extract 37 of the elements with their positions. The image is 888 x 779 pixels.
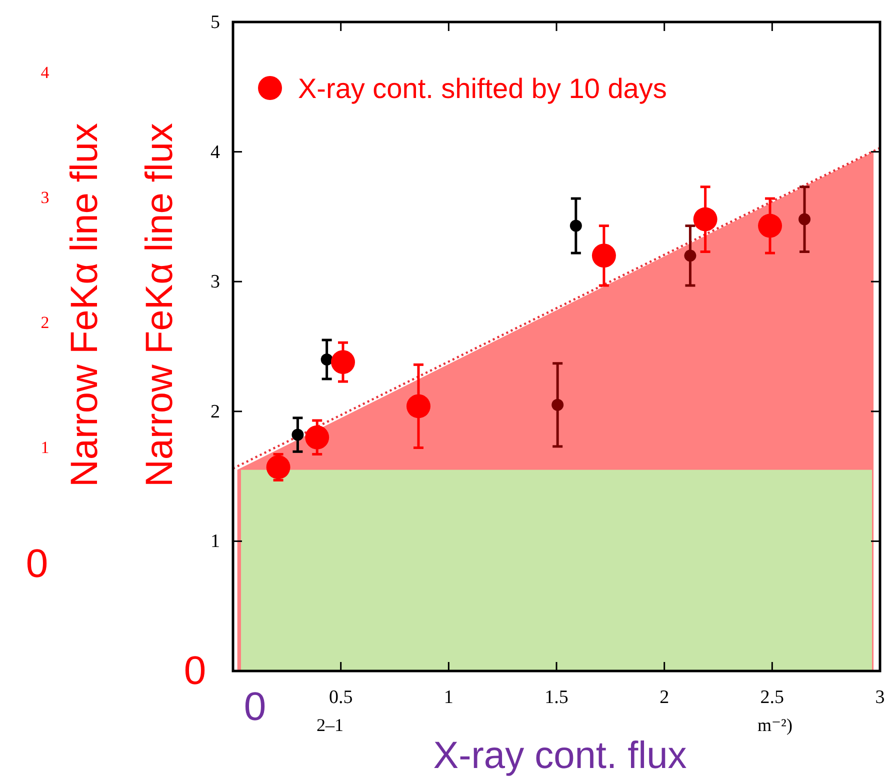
- point: [684, 250, 696, 262]
- point: [330, 350, 355, 374]
- y-tick-label: 4: [210, 142, 220, 163]
- text: m⁻²): [758, 715, 792, 735]
- x-tick-label: 1: [444, 687, 454, 708]
- point: [592, 244, 616, 268]
- text: 2: [40, 313, 50, 332]
- x-tick-label: 2.5: [760, 687, 784, 708]
- x-tick-label: 2: [660, 687, 670, 708]
- point: [320, 353, 333, 366]
- point: [406, 394, 430, 418]
- text: 4: [40, 63, 50, 82]
- y-tick-label: 5: [210, 12, 220, 33]
- x-axis-title: X-ray cont. flux: [433, 735, 687, 777]
- point: [798, 213, 811, 226]
- point: [266, 455, 290, 480]
- text: 0: [184, 649, 206, 693]
- legend-label: X-ray cont. shifted by 10 days: [298, 73, 667, 104]
- point: [552, 398, 564, 411]
- point: [305, 425, 330, 450]
- text: 0: [26, 542, 48, 586]
- text: 3: [40, 188, 50, 207]
- point: [292, 428, 304, 441]
- x-tick-label: 0.5: [328, 687, 353, 708]
- y-axis-title: Narrow FeKα line flux: [64, 122, 106, 488]
- text: Narrow FeKα line flux: [139, 122, 181, 488]
- text: 0: [244, 685, 266, 729]
- x-tick-label: 3: [875, 687, 885, 708]
- text: 2–1: [316, 715, 344, 735]
- point: [758, 214, 782, 238]
- point: [570, 220, 582, 232]
- point: [693, 207, 718, 232]
- text: 1: [40, 438, 50, 457]
- y-tick-label: 1: [210, 531, 220, 552]
- y-tick-label: 2: [210, 401, 220, 422]
- x-tick-label: 1.5: [544, 687, 568, 708]
- y-tick-label: 3: [210, 272, 220, 293]
